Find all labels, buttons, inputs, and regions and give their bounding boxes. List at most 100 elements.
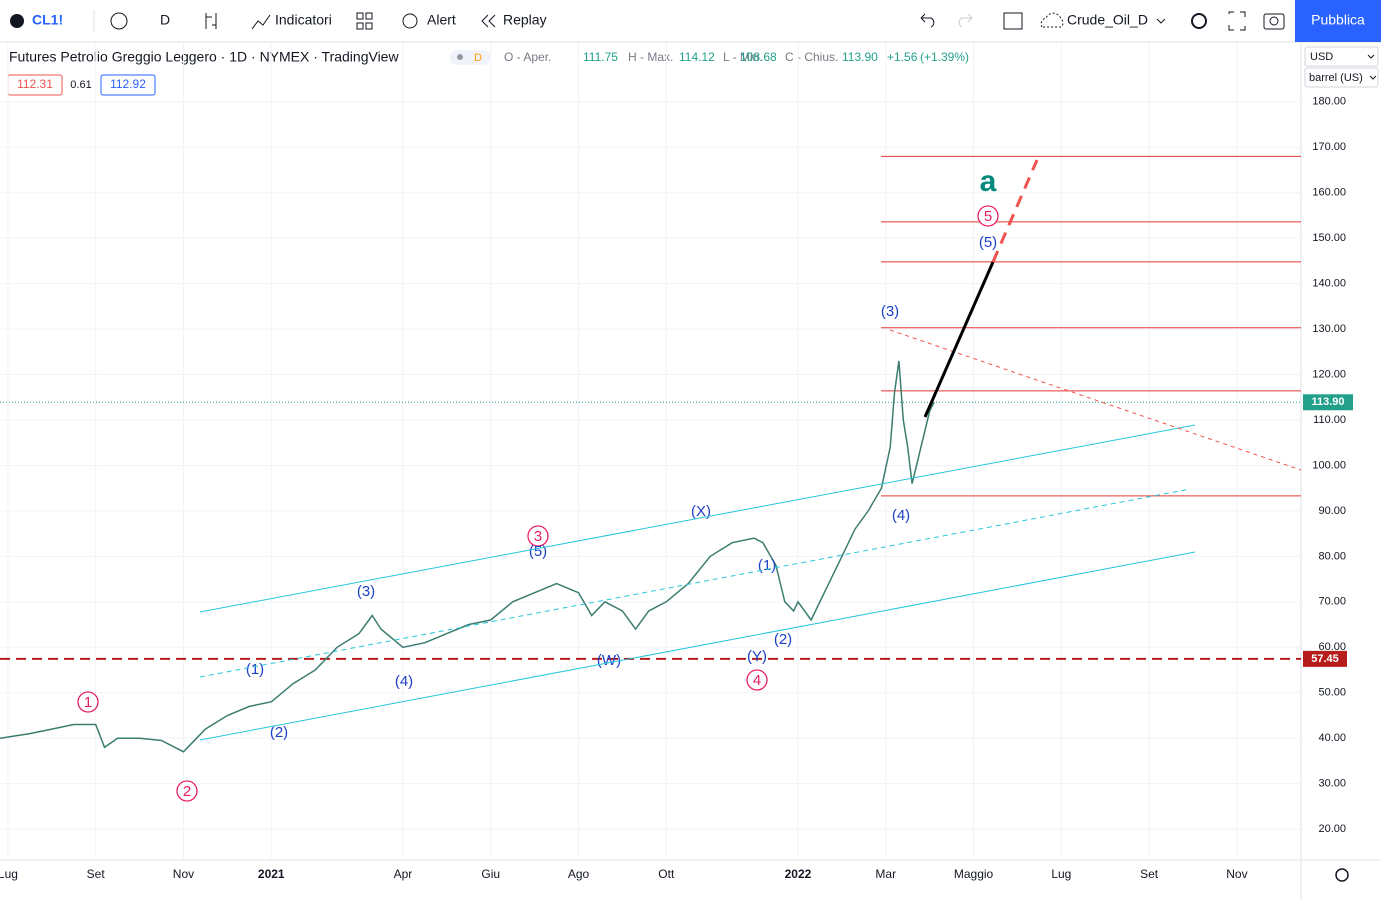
- add-symbol-icon[interactable]: [110, 12, 128, 30]
- wave-label: 3: [534, 528, 542, 545]
- channel-upper: [199, 424, 1196, 613]
- currency[interactable]: USD: [1310, 51, 1333, 63]
- templates-icon[interactable]: [365, 22, 373, 30]
- y-tick-label: 60.00: [1318, 641, 1346, 653]
- y-tick-label: 140.00: [1312, 278, 1346, 290]
- wave-label: (5): [979, 234, 997, 251]
- price-tag-label: 57.45: [1311, 653, 1339, 665]
- x-tick-label: Maggio: [954, 867, 994, 881]
- x-tick-label: Giu: [481, 867, 500, 881]
- legend: Futures Petrolio Greggio Leggero · 1D · …: [7, 49, 969, 96]
- wave-label: (3): [881, 303, 899, 320]
- y-tick-label: 110.00: [1313, 414, 1346, 426]
- channel-middle: [199, 488, 1191, 678]
- x-tick-label: Lug: [0, 867, 18, 881]
- templates-icon[interactable]: [356, 22, 364, 30]
- wave-label: (2): [774, 631, 792, 648]
- wave-label: 1: [84, 694, 92, 711]
- spread: 0.61: [70, 79, 91, 91]
- y-tick-label: 150.00: [1312, 232, 1346, 244]
- wave-label: 2: [183, 783, 191, 800]
- cloud-icon[interactable]: [1040, 12, 1064, 28]
- wave-circle: [746, 669, 768, 691]
- trend-line: [889, 329, 1302, 471]
- x-tick-label: Set: [87, 867, 106, 881]
- price-tag-label: 113.90: [1311, 396, 1344, 408]
- ohlc-value: 108.68: [740, 50, 777, 64]
- badge-dot: [457, 54, 463, 60]
- publish[interactable]: Pubblica: [1311, 12, 1365, 28]
- wave-circle: [527, 525, 549, 547]
- y-tick-label: 40.00: [1318, 732, 1346, 744]
- wave-label: (1): [758, 557, 776, 574]
- y-tick-label: 180.00: [1312, 96, 1346, 108]
- wave-label: (4): [395, 673, 413, 690]
- alert[interactable]: Alert: [427, 12, 456, 28]
- ask[interactable]: 112.92: [110, 77, 146, 91]
- change: +1.56: [887, 50, 918, 64]
- ohlc-label: C - Chius.: [785, 50, 838, 64]
- snapshot-icon[interactable]: [1263, 13, 1285, 30]
- wave-circle: [176, 780, 198, 802]
- settings-icon[interactable]: [1191, 13, 1207, 29]
- fullscreen-icon[interactable]: [1003, 12, 1023, 30]
- undo-icon[interactable]: [920, 13, 935, 28]
- indicators[interactable]: Indicatori: [275, 12, 332, 28]
- expand-icon[interactable]: [1228, 11, 1246, 31]
- ohlc-value: 114.12: [679, 50, 715, 64]
- ohlc-label: H - Max.: [628, 50, 673, 64]
- wave-label: (Y): [747, 648, 767, 665]
- wave-label: (5): [529, 543, 547, 560]
- ohlc-label: L - Min.: [723, 50, 763, 64]
- y-tick-label: 80.00: [1318, 550, 1346, 562]
- replay[interactable]: Replay: [503, 12, 547, 28]
- ask-box[interactable]: [100, 74, 156, 96]
- dropdown-arrow: [1369, 75, 1377, 80]
- drawings: [199, 159, 1302, 741]
- templates-icon[interactable]: [365, 12, 373, 20]
- currency-select[interactable]: [1304, 46, 1379, 67]
- x-tick-label: Nov: [173, 867, 194, 881]
- unit[interactable]: barrel (US): [1309, 72, 1363, 84]
- axis-settings-icon[interactable]: [1335, 868, 1349, 882]
- wave-label: 5: [984, 208, 992, 225]
- y-tick-label: 70.00: [1318, 596, 1346, 608]
- indicators-icon[interactable]: [251, 14, 271, 30]
- symbol-icon[interactable]: [10, 14, 24, 28]
- y-tick-label: 170.00: [1312, 141, 1346, 153]
- redo-icon[interactable]: [958, 13, 973, 28]
- replay-icon[interactable]: [481, 14, 496, 28]
- snapshot-icon[interactable]: [1269, 16, 1279, 26]
- publish-button[interactable]: [1295, 0, 1381, 42]
- unit-select[interactable]: [1304, 67, 1379, 88]
- interval[interactable]: D: [160, 12, 170, 28]
- ohlc-value: 113.90: [842, 50, 878, 64]
- wave-label: (3): [357, 583, 375, 600]
- ohlc-label: O - Aper.: [504, 50, 551, 64]
- badge-text: D: [474, 52, 482, 64]
- wave-label: (1): [246, 661, 264, 678]
- y-tick-label: 100.00: [1312, 459, 1346, 471]
- wave-circle: [977, 205, 999, 227]
- channel-lower: [199, 551, 1196, 741]
- templates-icon[interactable]: [356, 12, 364, 20]
- y-tick-label: 90.00: [1318, 505, 1346, 517]
- y-tick-label: 120.00: [1312, 368, 1346, 380]
- dropdown-arrow: [1367, 54, 1375, 59]
- layout-dropdown[interactable]: [1156, 18, 1166, 24]
- chart-type-icon[interactable]: [205, 13, 217, 29]
- x-tick-label: Apr: [394, 867, 413, 881]
- y-tick-label: 160.00: [1312, 187, 1346, 199]
- price-tag: [1303, 394, 1353, 411]
- layout-name[interactable]: Crude_Oil_D: [1067, 12, 1148, 28]
- x-tick-label: Lug: [1051, 867, 1071, 881]
- wave-label: 4: [753, 672, 761, 689]
- wave-label: (X): [691, 503, 711, 520]
- symbol[interactable]: CL1!: [32, 12, 63, 28]
- alert-icon[interactable]: [402, 13, 418, 29]
- bid[interactable]: 112.31: [17, 77, 53, 91]
- y-tick-label: 30.00: [1318, 778, 1346, 790]
- badge: [450, 50, 490, 65]
